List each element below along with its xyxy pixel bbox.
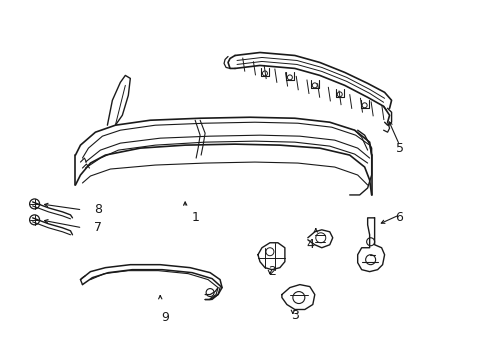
Text: 9: 9 [161, 311, 169, 324]
Text: 2: 2 [267, 265, 275, 278]
Text: 5: 5 [395, 141, 403, 155]
Text: 3: 3 [290, 309, 298, 322]
Text: 7: 7 [94, 221, 102, 234]
Text: 1: 1 [191, 211, 199, 224]
Text: 8: 8 [94, 203, 102, 216]
Text: 4: 4 [305, 238, 313, 251]
Text: 6: 6 [395, 211, 403, 224]
